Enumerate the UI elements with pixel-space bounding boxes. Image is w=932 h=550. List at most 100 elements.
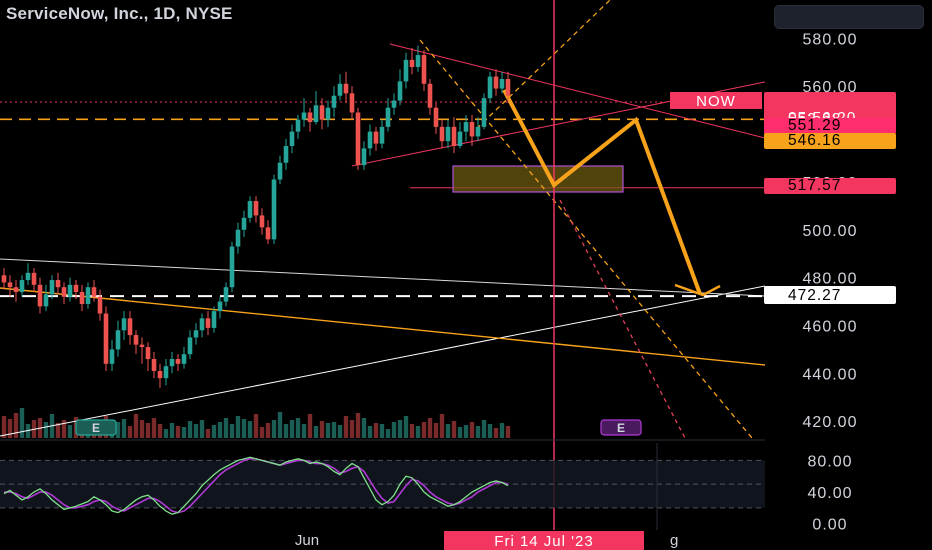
- candle-body: [67, 284, 73, 297]
- volume-bar: [403, 416, 409, 438]
- candle-body: [163, 366, 169, 379]
- volume-bar: [493, 428, 499, 438]
- volume-bar: [469, 422, 475, 438]
- candle-body: [265, 227, 271, 240]
- candle-body: [85, 287, 91, 304]
- candle-body: [1, 275, 7, 283]
- candle-body: [91, 287, 97, 297]
- target-zone-box: [452, 165, 624, 193]
- earnings-marker-box: [600, 419, 642, 436]
- candle-body: [61, 287, 67, 297]
- volume-bar: [391, 422, 397, 438]
- volume-bar: [211, 425, 217, 438]
- candle-body: [301, 112, 307, 120]
- volume-bar: [319, 421, 325, 438]
- candle-body: [25, 272, 31, 281]
- volume-bar: [445, 424, 451, 438]
- crosshair-date-box: [444, 531, 644, 550]
- price-tick-label: 580.00: [803, 31, 858, 48]
- candle-body: [115, 330, 121, 350]
- volume-bar: [19, 408, 25, 438]
- volume-bar: [331, 422, 337, 438]
- candle-body: [151, 359, 157, 371]
- volume-bar: [139, 420, 145, 438]
- volume-bar: [199, 420, 205, 438]
- drawing-tools: [0, 0, 766, 530]
- candle-body: [79, 292, 85, 304]
- candle-body: [319, 105, 325, 120]
- candle-body: [379, 126, 385, 144]
- candle-body: [385, 107, 391, 127]
- volume-bar: [409, 424, 415, 438]
- volume-bar: [223, 418, 229, 438]
- rsi-tick-label: 40.00: [807, 485, 852, 502]
- volume-bar: [421, 422, 427, 438]
- volume-bar: [499, 423, 505, 438]
- volume-bar: [1, 416, 7, 438]
- chart-title: ServiceNow, Inc., 1D, NYSE: [6, 4, 233, 23]
- top-right-button[interactable]: [774, 5, 924, 29]
- candle-body: [433, 107, 439, 127]
- volume-bar: [325, 423, 331, 438]
- candle-body: [37, 284, 43, 307]
- candle-body: [205, 318, 211, 328]
- volume-bar: [151, 418, 157, 438]
- candle-body: [337, 83, 343, 96]
- volume-bar: [247, 421, 253, 438]
- candle-body: [421, 55, 427, 84]
- stochastic-rsi-pane: [0, 439, 765, 530]
- earnings-marker: E: [600, 419, 642, 436]
- orange-dashed-up: [469, 0, 611, 136]
- volume-bar: [259, 427, 265, 438]
- candle-body: [121, 318, 127, 331]
- candle-body: [97, 296, 103, 314]
- candle-body: [313, 105, 319, 123]
- candle-body: [133, 335, 139, 345]
- candle-body: [355, 112, 361, 166]
- candle-body: [397, 81, 403, 101]
- volume-bar: [367, 426, 373, 438]
- volume-bar: [505, 426, 511, 438]
- volume-bar: [301, 424, 307, 438]
- candle-body: [259, 215, 265, 228]
- earnings-marker-box: [75, 419, 117, 436]
- volume-bar: [235, 416, 241, 438]
- candle-body: [127, 318, 133, 336]
- price-tick-label: 440.00: [803, 366, 858, 383]
- volume-bar: [271, 420, 277, 438]
- volume-bar: [439, 414, 445, 438]
- level-551-label: 551.29: [788, 117, 841, 134]
- volume-bar: [133, 414, 139, 438]
- projection-path: [502, 89, 702, 295]
- candle-body: [493, 76, 499, 89]
- time-label-partial: g: [670, 532, 678, 549]
- candle-body: [457, 131, 463, 146]
- candle-body: [427, 83, 433, 108]
- candle-body: [247, 201, 253, 218]
- triangle-upper-line: [389, 43, 766, 139]
- volume-bar: [193, 424, 199, 438]
- rising-trendline: [0, 285, 766, 437]
- candle-body: [277, 162, 283, 180]
- candle-body: [505, 78, 511, 96]
- volume-bar: [43, 422, 49, 438]
- now-tag-box: [670, 92, 762, 109]
- candle-body: [445, 126, 451, 142]
- volume-bar: [277, 412, 283, 438]
- volume-bar: [163, 429, 169, 438]
- level-472-label-box: [764, 286, 896, 304]
- volume-bar: [169, 423, 175, 438]
- volume-bar: [295, 418, 301, 438]
- candle-body: [169, 359, 175, 367]
- candle-body: [361, 148, 367, 166]
- volume-bar: [481, 420, 487, 438]
- volume-bar: [355, 413, 361, 438]
- volume-bar: [373, 423, 379, 438]
- candle-body: [403, 59, 409, 82]
- candle-body: [235, 229, 241, 247]
- candle-body: [253, 201, 259, 216]
- volume-bar: [433, 423, 439, 438]
- projection-arrowhead: [674, 283, 721, 297]
